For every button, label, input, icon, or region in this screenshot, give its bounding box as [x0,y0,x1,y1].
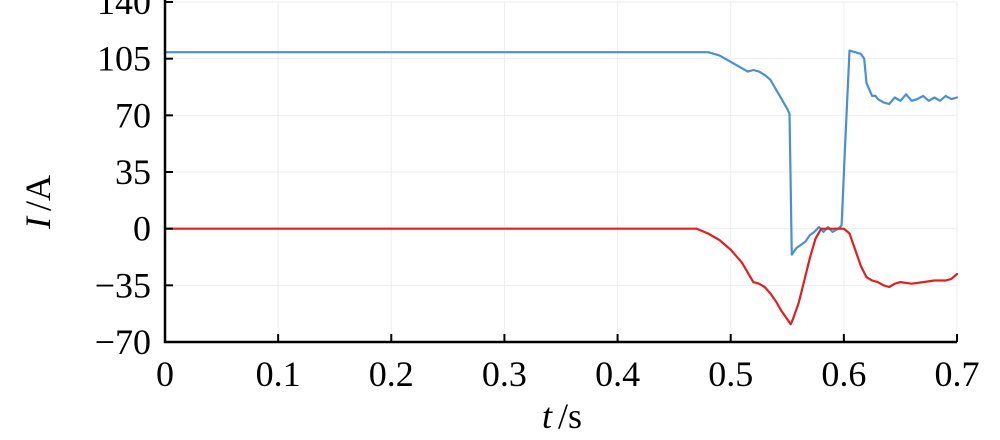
y-tick-label: 70 [115,95,151,135]
x-tick-label: 0.3 [482,354,527,394]
y-tick-label: 35 [115,152,151,192]
x-axis-unit: /s [558,396,582,436]
y-tick-label: 140 [97,0,151,22]
x-tick-label: 0.5 [708,354,753,394]
y-axis-var: I [18,215,58,230]
x-tick-label: 0.2 [369,354,414,394]
y-tick-labels: −70 −35 0 35 70 105 140 [95,0,151,362]
y-axis-label: I/A [18,175,58,230]
x-tick-label: 0.4 [595,354,640,394]
x-tick-label: 0.6 [821,354,866,394]
x-tick-label: 0 [156,354,174,394]
y-tick-marks [165,1,173,343]
x-axis-label: t/s [542,396,582,436]
y-tick-label: −35 [95,265,151,305]
x-tick-marks [164,334,958,342]
series-line-1 [163,49,959,256]
y-tick-label: 105 [97,39,151,79]
series-layer [163,49,959,326]
x-tick-labels: 0 0.1 0.2 0.3 0.4 0.5 0.6 0.7 [156,354,980,394]
x-axis-var: t [542,396,553,436]
x-tick-label: 0.7 [935,354,980,394]
y-tick-label: −70 [95,322,151,362]
series-line-2 [163,227,959,326]
x-tick-label: 0.1 [256,354,301,394]
y-tick-label: 0 [133,209,151,249]
y-axis-unit: /A [18,175,58,211]
